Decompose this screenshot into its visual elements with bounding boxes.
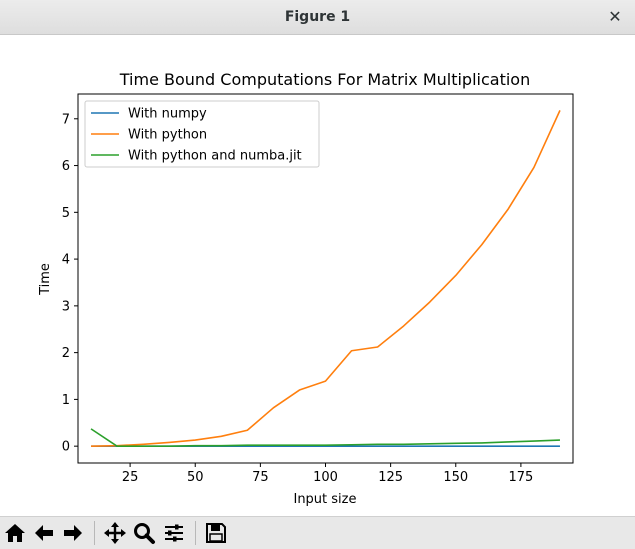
home-icon[interactable] — [1, 519, 29, 547]
series-line-1 — [91, 110, 561, 447]
window-titlebar: Figure 1 ✕ — [0, 0, 635, 35]
window-title: Figure 1 — [284, 9, 351, 25]
x-tick-label-2: 75 — [252, 470, 269, 485]
y-tick-label-1: 1 — [62, 393, 70, 408]
x-tick-label-0: 25 — [122, 470, 139, 485]
toolbar-separator — [195, 521, 196, 545]
x-tick-label-3: 100 — [313, 470, 338, 485]
navigation-toolbar — [0, 516, 635, 549]
y-tick-label-0: 0 — [62, 440, 70, 455]
forward-arrow-icon[interactable] — [59, 519, 87, 547]
y-tick-label-7: 7 — [62, 112, 70, 127]
y-tick-label-6: 6 — [62, 159, 70, 174]
series-line-2 — [90, 428, 560, 447]
legend-label-0: With numpy — [128, 107, 207, 122]
toolbar-separator — [94, 521, 95, 545]
x-axis-label: Input size — [293, 492, 356, 507]
back-arrow-icon[interactable] — [30, 519, 58, 547]
subplots-icon[interactable] — [160, 519, 188, 547]
y-tick-label-5: 5 — [62, 206, 70, 221]
x-tick-label-5: 150 — [443, 470, 468, 485]
save-icon[interactable] — [202, 519, 230, 547]
line-chart: Time Bound Computations For Matrix Multi… — [38, 70, 574, 507]
pan-icon[interactable] — [101, 519, 129, 547]
y-axis-label: Time — [38, 263, 53, 296]
y-tick-label-3: 3 — [62, 299, 70, 314]
y-tick-label-4: 4 — [62, 253, 70, 268]
close-icon[interactable]: ✕ — [608, 7, 622, 26]
y-tick-label-2: 2 — [62, 346, 70, 361]
x-tick-label-6: 175 — [508, 470, 533, 485]
figure-canvas: Time Bound Computations For Matrix Multi… — [0, 36, 635, 516]
x-tick-label-1: 50 — [187, 470, 204, 485]
x-tick-label-4: 125 — [378, 470, 403, 485]
legend-label-2: With python and numba.jit — [128, 149, 302, 164]
zoom-icon[interactable] — [130, 519, 158, 547]
legend-label-1: With python — [128, 128, 207, 143]
legend-box — [84, 100, 320, 168]
chart-title: Time Bound Computations For Matrix Multi… — [119, 70, 530, 89]
